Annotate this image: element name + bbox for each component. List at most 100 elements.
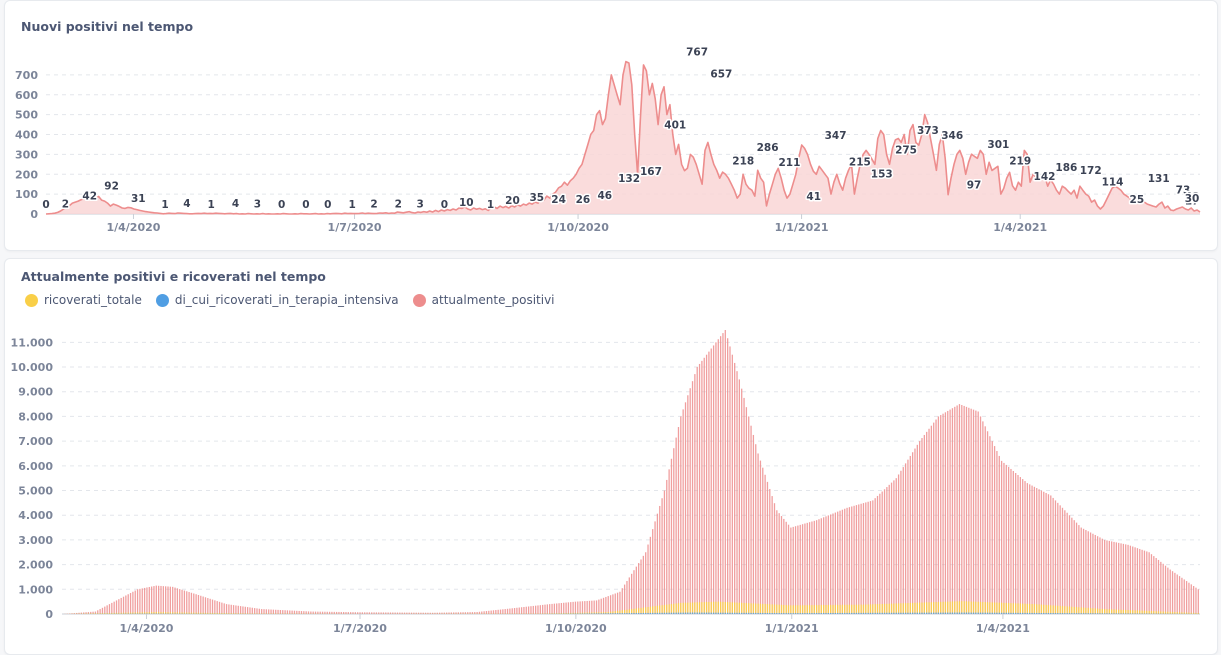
bar-attualmente_positivi [399,613,400,614]
bar-ricoverati_totale [863,605,864,614]
bar-di_cui_ricoverati_in_terapia_intensiva [839,613,840,614]
bar-attualmente_positivi [1015,473,1016,614]
bar-attualmente_positivi [673,448,674,614]
bar-attualmente_positivi [767,482,768,614]
bar-di_cui_ricoverati_in_terapia_intensiva [626,613,627,614]
bar-di_cui_ricoverati_in_terapia_intensiva [877,613,878,614]
bar-attualmente_positivi [1127,545,1128,614]
bar-di_cui_ricoverati_in_terapia_intensiva [912,613,913,614]
bar-di_cui_ricoverati_in_terapia_intensiva [844,613,845,614]
bar-attualmente_positivi [952,408,953,614]
bar-di_cui_ricoverati_in_terapia_intensiva [603,613,604,614]
bar-attualmente_positivi [947,411,948,614]
bar-attualmente_positivi [114,602,115,614]
bar-attualmente_positivi [720,336,721,614]
bar-di_cui_ricoverati_in_terapia_intensiva [746,613,747,614]
bar-ricoverati_totale [1022,604,1023,614]
bar-attualmente_positivi [303,611,304,614]
bar-ricoverati_totale [1017,603,1018,614]
bar-attualmente_positivi [547,604,548,614]
bar-di_cui_ricoverati_in_terapia_intensiva [870,613,871,614]
bar-ricoverati_totale [926,602,927,614]
bar-attualmente_positivi [985,426,986,614]
bar-di_cui_ricoverati_in_terapia_intensiva [1085,613,1086,614]
bar-attualmente_positivi [329,612,330,614]
bar-attualmente_positivi [1167,568,1168,614]
bar-di_cui_ricoverati_in_terapia_intensiva [919,613,920,614]
bar-attualmente_positivi [816,520,817,614]
bar-di_cui_ricoverati_in_terapia_intensiva [1111,613,1112,614]
bar-attualmente_positivi [207,598,208,614]
bar-di_cui_ricoverati_in_terapia_intensiva [654,613,655,614]
y-tick-label: 8.000 [18,410,53,423]
bar-di_cui_ricoverati_in_terapia_intensiva [1097,613,1098,614]
bar-attualmente_positivi [266,609,267,614]
bar-di_cui_ricoverati_in_terapia_intensiva [659,613,660,614]
bar-attualmente_positivi [526,607,527,614]
bar-di_cui_ricoverati_in_terapia_intensiva [982,613,983,614]
bar-attualmente_positivi [1029,484,1030,614]
bar-attualmente_positivi [622,588,623,614]
bar-attualmente_positivi [617,593,618,614]
bar-ricoverati_totale [968,601,969,614]
bar-ricoverati_totale [1174,612,1175,614]
x-tick-label: 1/1/2021 [765,622,819,635]
bar-attualmente_positivi [481,612,482,614]
bar-attualmente_positivi [718,339,719,614]
bar-attualmente_positivi [685,402,686,614]
bar-attualmente_positivi [949,410,950,614]
bar-ricoverati_totale [680,603,681,614]
bar-di_cui_ricoverati_in_terapia_intensiva [884,613,885,614]
bar-ricoverati_totale [889,604,890,614]
bar-attualmente_positivi [383,612,384,614]
bar-di_cui_ricoverati_in_terapia_intensiva [1071,613,1072,614]
bar-ricoverati_totale [1085,608,1086,614]
bar-attualmente_positivi [1125,544,1126,614]
bar-attualmente_positivi [589,601,590,614]
bar-attualmente_positivi [282,610,283,614]
bar-attualmente_positivi [235,605,236,614]
bar-di_cui_ricoverati_in_terapia_intensiva [708,613,709,614]
bar-di_cui_ricoverati_in_terapia_intensiva [741,613,742,614]
bar-di_cui_ricoverati_in_terapia_intensiva [610,613,611,614]
bar-attualmente_positivi [690,388,691,614]
bar-di_cui_ricoverati_in_terapia_intensiva [893,613,894,614]
bar-attualmente_positivi [645,552,646,614]
bar-attualmente_positivi [125,595,126,614]
bar-di_cui_ricoverati_in_terapia_intensiva [622,613,623,614]
bar-attualmente_positivi [1184,579,1185,614]
bar-ricoverati_totale [917,603,918,614]
bar-di_cui_ricoverati_in_terapia_intensiva [715,613,716,614]
bar-ricoverati_totale [1163,612,1164,614]
bar-di_cui_ricoverati_in_terapia_intensiva [942,613,943,614]
bar-attualmente_positivi [966,407,967,614]
bar-ricoverati_totale [697,602,698,614]
bar-attualmente_positivi [577,602,578,614]
bar-attualmente_positivi [865,502,866,614]
bar-attualmente_positivi [579,601,580,614]
bar-attualmente_positivi [130,593,131,614]
bar-attualmente_positivi [233,605,234,614]
bar-ricoverati_totale [1160,611,1161,614]
bar-attualmente_positivi [1118,543,1119,614]
bar-attualmente_positivi [917,445,918,614]
bar-attualmente_positivi [1088,531,1089,614]
bar-ricoverati_totale [987,602,988,614]
bar-ricoverati_totale [924,602,925,614]
bar-di_cui_ricoverati_in_terapia_intensiva [821,613,822,614]
bar-attualmente_positivi [954,407,955,614]
bar-attualmente_positivi [1151,554,1152,614]
bar-di_cui_ricoverati_in_terapia_intensiva [964,613,965,614]
bar-attualmente_positivi [373,612,374,614]
bar-attualmente_positivi [322,612,323,614]
bar-attualmente_positivi [837,512,838,614]
bar-ricoverati_totale [788,605,789,614]
bar-attualmente_positivi [666,480,667,614]
bar-attualmente_positivi [523,607,524,614]
bar-ricoverati_totale [1001,603,1002,614]
bar-ricoverati_totale [1038,604,1039,614]
bar-di_cui_ricoverati_in_terapia_intensiva [875,613,876,614]
bar-attualmente_positivi [973,410,974,614]
bar-attualmente_positivi [846,508,847,614]
